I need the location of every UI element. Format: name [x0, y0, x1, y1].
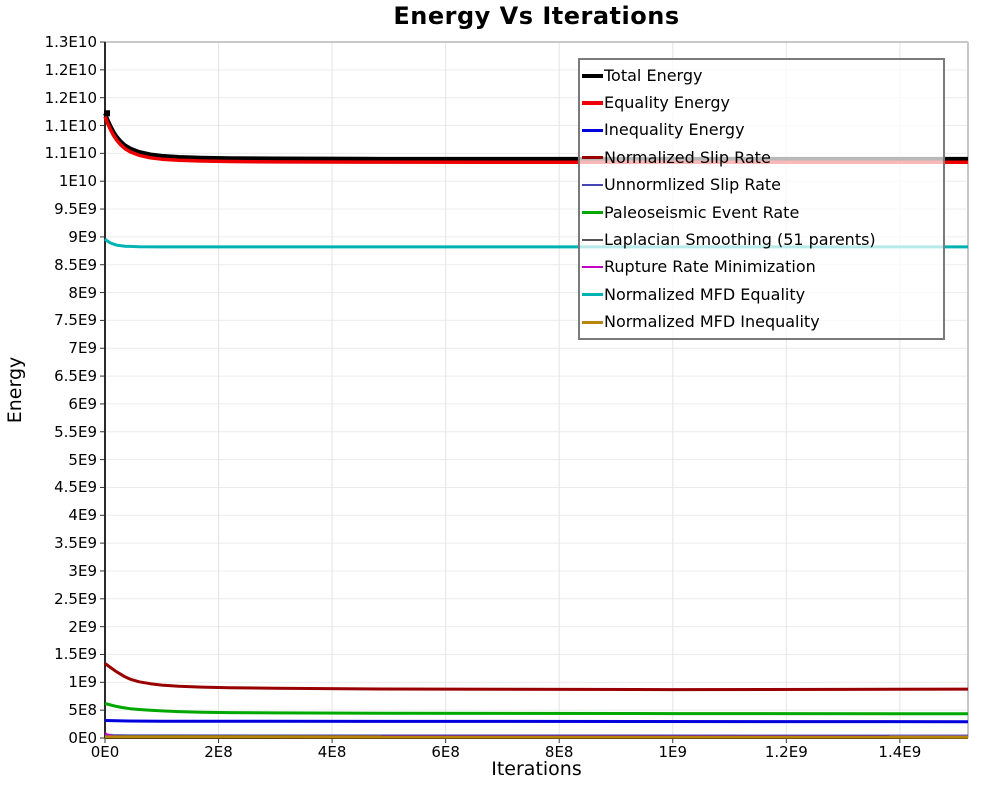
legend-item-label: Rupture Rate Minimization [604, 257, 816, 277]
legend-line-swatch [582, 184, 603, 187]
y-tick-label: 1.5E9 [54, 645, 97, 664]
legend-item-label: Normalized MFD Inequality [604, 312, 820, 332]
legend-item-label: Total Energy [604, 65, 703, 85]
y-tick-label: 1.3E10 [44, 33, 97, 51]
series-start-marker [104, 110, 110, 117]
legend-item: Inequality Energy [582, 117, 943, 144]
y-tick-label: 8.5E9 [54, 255, 97, 274]
x-tick-label: 4E8 [317, 743, 347, 761]
y-tick-label: 1E10 [58, 172, 97, 191]
y-tick-label: 4.5E9 [54, 478, 97, 497]
legend-item: Paleoseismic Event Rate [582, 199, 943, 226]
legend-item-label: Equality Energy [604, 93, 730, 113]
legend-line-swatch [582, 101, 603, 106]
x-tick-label: 0E0 [90, 743, 120, 761]
legend-item-label: Paleoseismic Event Rate [604, 202, 800, 222]
x-tick-label: 8E8 [544, 743, 574, 761]
y-tick-label: 2E9 [68, 617, 97, 636]
legend-line-swatch [582, 239, 603, 242]
y-tick-label: 1.2E10 [44, 60, 97, 79]
legend-item-label: Normalized MFD Equality [604, 284, 806, 304]
legend-line-swatch [582, 320, 603, 324]
legend-line-swatch [582, 73, 603, 78]
y-tick-label: 7E9 [68, 339, 97, 358]
legend-item: Normalized MFD Inequality [582, 309, 943, 336]
y-tick-label: 5E9 [68, 450, 97, 469]
x-tick-label: 1E9 [658, 743, 688, 761]
legend-item-label: Unnormlized Slip Rate [604, 175, 782, 195]
chart-title: Energy Vs Iterations [393, 2, 680, 30]
y-tick-label: 2.5E9 [54, 589, 97, 608]
y-tick-label: 6.5E9 [54, 367, 97, 386]
y-tick-label: 1E9 [68, 673, 97, 692]
y-tick-label: 7.5E9 [54, 311, 97, 330]
legend-item: Normalized Slip Rate [582, 144, 943, 171]
legend-item: Unnormlized Slip Rate [582, 172, 943, 199]
legend-item: Laplacian Smoothing (51 parents) [582, 227, 943, 254]
y-tick-label: 3E9 [68, 561, 97, 580]
y-tick-label: 0E0 [68, 729, 97, 747]
series-line-1 [103, 115, 968, 165]
y-tick-label: 1.2E10 [44, 88, 97, 107]
legend-item: Normalized MFD Equality [582, 281, 943, 308]
legend: Total Energy Equality Energy Inequality En… [578, 58, 945, 340]
legend-item: Rupture Rate Minimization [582, 254, 943, 281]
y-tick-label: 1.1E10 [44, 116, 97, 135]
y-tick-label: 5E8 [68, 701, 97, 720]
legend-line-swatch [582, 211, 603, 215]
x-tick-label: 6E8 [431, 743, 460, 761]
x-tick-label: 2E8 [204, 743, 233, 761]
series-line-5 [104, 702, 969, 716]
y-tick-label: 8E9 [68, 283, 97, 302]
x-tick-label: 1.2E9 [764, 743, 808, 761]
y-tick-label: 9.5E9 [54, 200, 97, 219]
series-line-3 [104, 662, 969, 692]
y-tick-label: 9E9 [68, 227, 97, 246]
legend-line-swatch [582, 156, 603, 160]
legend-item-label: Laplacian Smoothing (51 parents) [604, 230, 876, 250]
legend-item-label: Inequality Energy [604, 120, 745, 140]
x-axis-title: Iterations [491, 758, 582, 780]
y-tick-label: 4E9 [68, 506, 97, 525]
legend-line-swatch [582, 293, 603, 297]
legend-line-swatch [582, 128, 603, 132]
y-tick-label: 1.1E10 [44, 144, 97, 163]
series-line-8 [104, 237, 968, 249]
series-line-2 [104, 719, 969, 724]
x-tick-label: 1.4E9 [878, 743, 922, 761]
legend-item: Equality Energy [582, 90, 943, 117]
y-tick-label: 5.5E9 [54, 422, 97, 441]
y-tick-label: 6E9 [68, 394, 97, 413]
legend-line-swatch [582, 266, 603, 269]
y-tick-label: 3.5E9 [54, 534, 97, 553]
legend-item: Total Energy [582, 62, 943, 89]
legend-item-label: Normalized Slip Rate [604, 147, 771, 167]
